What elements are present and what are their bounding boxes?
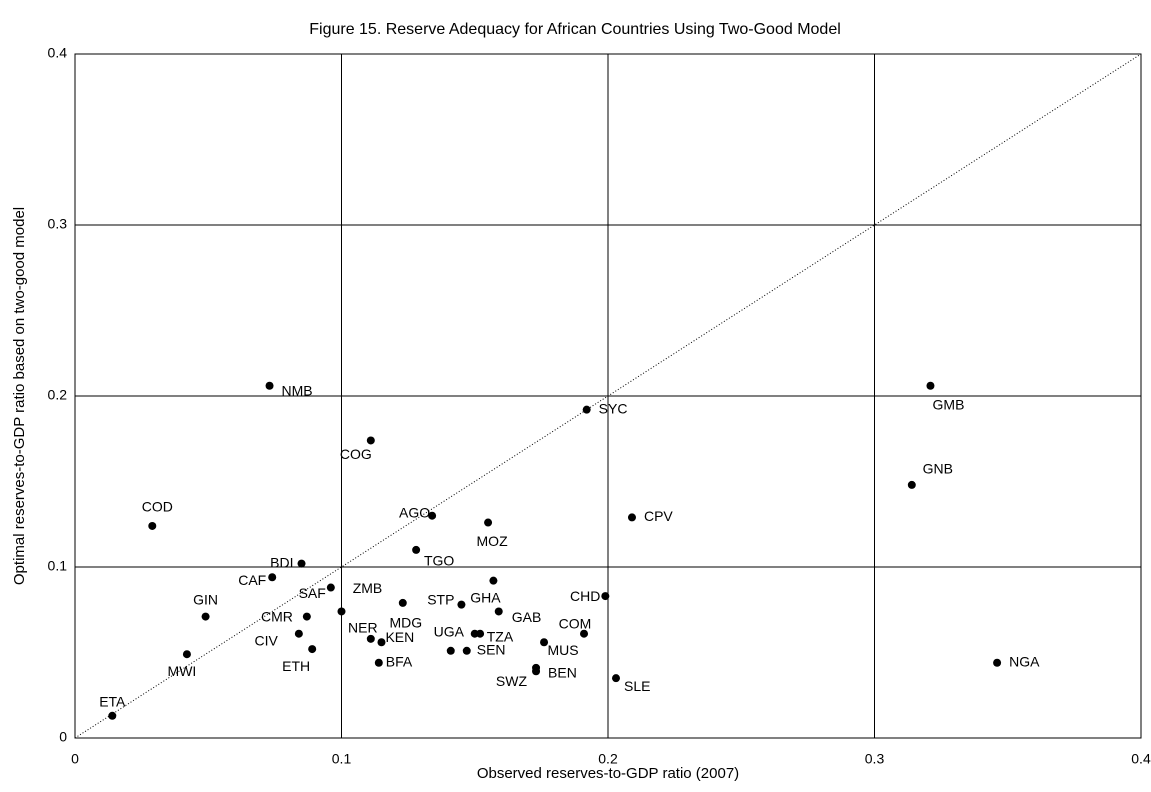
point-label: AGO — [399, 504, 430, 520]
point — [268, 573, 277, 582]
x-tick-label: 0.2 — [598, 751, 618, 767]
point — [627, 513, 636, 522]
y-tick-label: 0.1 — [48, 558, 68, 574]
point — [532, 667, 541, 676]
y-tick-label: 0.3 — [48, 216, 68, 232]
point — [611, 674, 620, 683]
y-tick-label: 0 — [59, 729, 67, 745]
point — [926, 381, 935, 390]
point — [201, 612, 210, 621]
point — [494, 607, 503, 616]
point-label: ZMB — [353, 580, 383, 596]
point-label: GMB — [933, 396, 965, 412]
point — [148, 521, 157, 530]
point — [337, 607, 346, 616]
point — [476, 629, 485, 638]
point — [108, 711, 117, 720]
point-label: COM — [559, 615, 592, 631]
x-tick-label: 0.4 — [1131, 751, 1151, 767]
x-tick-label: 0.1 — [332, 751, 352, 767]
point-label: GIN — [193, 591, 218, 607]
point-label: CAF — [238, 572, 266, 588]
point-label: TZA — [487, 628, 514, 644]
point-label: TGO — [424, 553, 454, 569]
point — [377, 638, 386, 647]
point-label: SYC — [599, 400, 628, 416]
point — [297, 559, 306, 568]
point-label: STP — [427, 591, 454, 607]
point — [601, 592, 610, 601]
x-tick-label: 0 — [71, 751, 79, 767]
point — [366, 634, 375, 643]
diagonal-line — [74, 53, 1142, 739]
point-label: GAB — [512, 609, 542, 625]
point-label: COD — [142, 499, 173, 515]
point-label: UGA — [434, 623, 465, 639]
point-label: ETA — [99, 693, 126, 709]
point — [308, 645, 317, 654]
point-label: CMR — [261, 608, 293, 624]
y-tick-label: 0.4 — [48, 45, 68, 61]
point — [366, 436, 375, 445]
point — [398, 598, 407, 607]
point — [993, 658, 1002, 667]
point-label: GHA — [470, 589, 501, 605]
point — [457, 600, 466, 609]
point — [489, 576, 498, 585]
point-label: MOZ — [477, 533, 509, 549]
point-label: BEN — [548, 665, 577, 681]
point — [540, 638, 549, 647]
point — [446, 646, 455, 655]
point-label: GNB — [923, 461, 953, 477]
point-label: NMB — [282, 382, 313, 398]
point — [484, 518, 493, 527]
point-label: CHD — [570, 588, 600, 604]
point — [428, 511, 437, 520]
point — [582, 405, 591, 414]
plot-border — [74, 53, 1142, 739]
y-axis-title: Optimal reserves-to-GDP ratio based on t… — [11, 207, 28, 585]
point-label: SWZ — [496, 673, 528, 689]
point-label: NER — [348, 620, 378, 636]
point — [326, 583, 335, 592]
point-label: BDI — [270, 554, 293, 570]
x-axis-title: Observed reserves-to-GDP ratio (2007) — [477, 765, 739, 782]
point-label: SAF — [299, 585, 326, 601]
point — [412, 545, 421, 554]
point-label: CPV — [644, 508, 673, 524]
point-label: SLE — [624, 678, 650, 694]
point-label: MUS — [547, 642, 578, 658]
point — [182, 650, 191, 659]
point — [265, 381, 274, 390]
y-tick-label: 0.2 — [48, 387, 68, 403]
point-label: COG — [340, 446, 372, 462]
x-tick-label: 0.3 — [865, 751, 885, 767]
point-label: MDG — [389, 615, 422, 631]
point-label: MWI — [168, 663, 197, 679]
point — [302, 612, 311, 621]
chart-title: Figure 15. Reserve Adequacy for African … — [309, 21, 841, 38]
point-label: SEN — [477, 641, 506, 657]
point — [374, 658, 383, 667]
point-label: CIV — [255, 632, 279, 648]
point-label: BFA — [386, 653, 413, 669]
point — [907, 480, 916, 489]
point — [580, 629, 589, 638]
point-label: KEN — [385, 629, 414, 645]
point-label: NGA — [1009, 653, 1040, 669]
point-label: ETH — [282, 658, 310, 674]
point — [294, 629, 303, 638]
point — [462, 646, 471, 655]
